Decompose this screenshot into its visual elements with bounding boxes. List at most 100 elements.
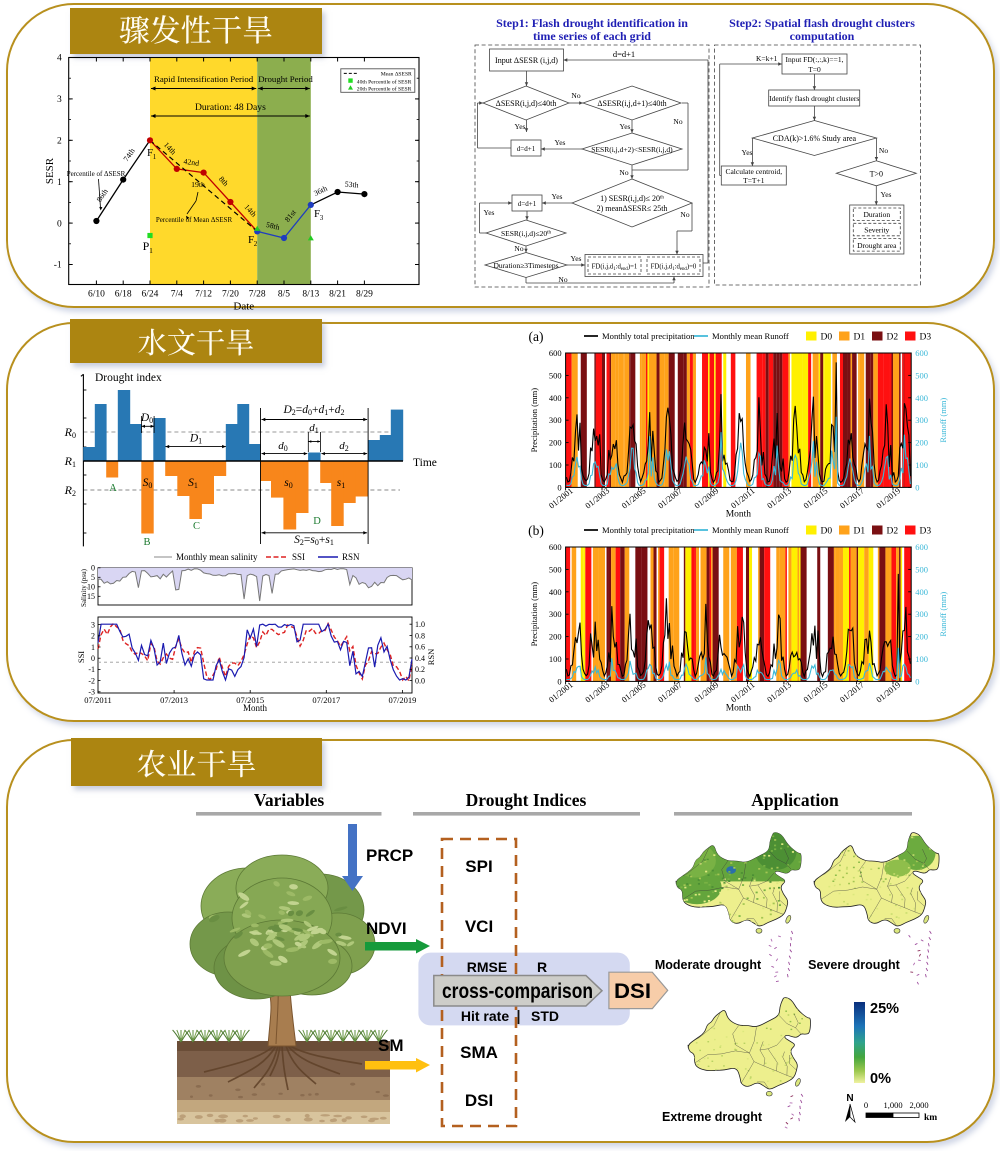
svg-text:500: 500 bbox=[549, 564, 562, 574]
svg-text:0.2: 0.2 bbox=[415, 665, 425, 674]
svg-text:07/2015: 07/2015 bbox=[236, 695, 264, 705]
svg-text:D0: D0 bbox=[821, 527, 833, 537]
svg-text:No: No bbox=[514, 244, 523, 253]
svg-text:0.4: 0.4 bbox=[415, 654, 425, 663]
svg-text:km: km bbox=[924, 1113, 937, 1123]
svg-text:400: 400 bbox=[915, 393, 928, 403]
svg-text:0: 0 bbox=[915, 676, 919, 686]
svg-text:d0: d0 bbox=[278, 440, 288, 453]
svg-text:58th: 58th bbox=[265, 220, 281, 232]
svg-text:PRCP: PRCP bbox=[366, 846, 413, 865]
svg-text:8/21: 8/21 bbox=[329, 290, 346, 300]
svg-text:Month: Month bbox=[726, 509, 752, 519]
svg-text:6/10: 6/10 bbox=[88, 290, 105, 300]
svg-text:SSI: SSI bbox=[76, 651, 86, 663]
svg-text:7/12: 7/12 bbox=[195, 290, 212, 300]
svg-text:Monthly total precipitation: Monthly total precipitation bbox=[602, 525, 695, 535]
svg-text:Monthly mean salinity: Monthly mean salinity bbox=[176, 552, 258, 562]
svg-text:Yes: Yes bbox=[881, 190, 892, 199]
svg-text:0: 0 bbox=[91, 564, 95, 573]
svg-text:01/2005: 01/2005 bbox=[619, 486, 647, 511]
svg-text:2: 2 bbox=[57, 137, 62, 147]
svg-text:300: 300 bbox=[549, 609, 562, 619]
svg-text:Mean ΔSESR: Mean ΔSESR bbox=[381, 71, 412, 77]
svg-text:S1: S1 bbox=[188, 477, 198, 490]
svg-text:Yes: Yes bbox=[742, 148, 753, 157]
svg-text:0.0: 0.0 bbox=[415, 676, 425, 685]
svg-text:15: 15 bbox=[87, 592, 95, 601]
svg-text:Yes: Yes bbox=[620, 122, 631, 131]
svg-text:01/2017: 01/2017 bbox=[838, 680, 866, 705]
svg-text:01/2003: 01/2003 bbox=[583, 680, 611, 705]
svg-text:200: 200 bbox=[915, 632, 928, 642]
svg-text:D1: D1 bbox=[189, 433, 202, 446]
svg-text:NDVI: NDVI bbox=[366, 919, 407, 938]
svg-text:CDA(k)>1.6% Study area: CDA(k)>1.6% Study area bbox=[773, 134, 857, 143]
svg-text:T=T+1: T=T+1 bbox=[743, 176, 765, 185]
svg-text:Yes: Yes bbox=[484, 208, 495, 217]
svg-text:D2: D2 bbox=[887, 527, 899, 537]
svg-text:Variables: Variables bbox=[254, 790, 325, 810]
svg-text:01/2009: 01/2009 bbox=[692, 680, 720, 705]
svg-text:36th: 36th bbox=[312, 184, 328, 198]
svg-text:6/18: 6/18 bbox=[115, 290, 132, 300]
svg-text:01/2015: 01/2015 bbox=[801, 486, 829, 511]
svg-text:d1: d1 bbox=[309, 422, 319, 435]
svg-text:F: F bbox=[147, 147, 153, 159]
svg-text:FD(i,j,d1:dend)=1: FD(i,j,d1:dend)=1 bbox=[592, 264, 638, 272]
svg-text:(a): (a) bbox=[529, 329, 544, 344]
svg-text:RMSE: RMSE bbox=[467, 959, 507, 975]
svg-text:2: 2 bbox=[91, 632, 95, 641]
svg-text:Identify flash drought cluster: Identify flash drought clusters bbox=[769, 94, 859, 103]
svg-text:1: 1 bbox=[153, 153, 157, 161]
svg-text:D0: D0 bbox=[821, 333, 833, 343]
svg-text:25%: 25% bbox=[870, 1001, 899, 1017]
svg-text:s0: s0 bbox=[284, 477, 292, 490]
svg-text:D1: D1 bbox=[854, 333, 866, 343]
svg-text:No: No bbox=[571, 91, 580, 100]
svg-text:R: R bbox=[537, 959, 547, 975]
svg-text:01/2003: 01/2003 bbox=[583, 486, 611, 511]
svg-text:Monthly total precipitation: Monthly total precipitation bbox=[602, 331, 695, 341]
svg-text:19th: 19th bbox=[191, 180, 205, 189]
svg-text:01/2005: 01/2005 bbox=[619, 680, 647, 705]
svg-text:53th: 53th bbox=[344, 180, 359, 190]
svg-text:01/2011: 01/2011 bbox=[729, 680, 757, 705]
svg-text:1: 1 bbox=[91, 643, 95, 652]
svg-text:Drought index: Drought index bbox=[95, 372, 162, 384]
svg-text:-3: -3 bbox=[88, 688, 95, 697]
svg-text:20th Percentile of SESR: 20th Percentile of SESR bbox=[357, 85, 412, 92]
svg-text:STD: STD bbox=[531, 1008, 559, 1024]
svg-text:F: F bbox=[314, 208, 320, 220]
svg-text:600: 600 bbox=[915, 348, 928, 358]
svg-text:ΔSESR(i,j,d)≤40th: ΔSESR(i,j,d)≤40th bbox=[496, 99, 557, 108]
svg-text:K=k+1: K=k+1 bbox=[756, 54, 778, 63]
svg-text:Runoff (mm): Runoff (mm) bbox=[938, 592, 948, 637]
svg-text:1: 1 bbox=[149, 246, 153, 255]
svg-text:Severity: Severity bbox=[864, 226, 889, 235]
svg-text:d=d+1: d=d+1 bbox=[613, 49, 635, 59]
svg-text:5: 5 bbox=[91, 573, 95, 582]
svg-text:3: 3 bbox=[91, 620, 95, 629]
svg-text:No: No bbox=[673, 117, 682, 126]
svg-text:0: 0 bbox=[557, 676, 561, 686]
svg-text:100: 100 bbox=[549, 460, 562, 470]
svg-text:0: 0 bbox=[57, 219, 62, 229]
svg-text:Monthly mean Runoff: Monthly mean Runoff bbox=[712, 331, 789, 341]
svg-text:Step2: Spatial flash drought c: Step2: Spatial flash drought clusters bbox=[729, 16, 915, 30]
svg-text:400: 400 bbox=[549, 393, 562, 403]
svg-text:computation: computation bbox=[790, 29, 855, 43]
svg-text:600: 600 bbox=[915, 542, 928, 552]
svg-text:No: No bbox=[619, 168, 628, 177]
svg-text:600: 600 bbox=[549, 542, 562, 552]
svg-text:6/24: 6/24 bbox=[142, 290, 159, 300]
svg-text:d=d+1: d=d+1 bbox=[518, 200, 537, 208]
svg-text:01/2007: 01/2007 bbox=[656, 486, 684, 511]
svg-text:01/2019: 01/2019 bbox=[874, 680, 902, 705]
svg-text:01/2009: 01/2009 bbox=[692, 486, 720, 511]
svg-text:400: 400 bbox=[549, 587, 562, 597]
svg-text:R1: R1 bbox=[64, 454, 76, 469]
svg-text:86th: 86th bbox=[95, 187, 110, 204]
svg-text:Moderate drought: Moderate drought bbox=[655, 958, 762, 972]
svg-text:D3: D3 bbox=[920, 333, 932, 343]
